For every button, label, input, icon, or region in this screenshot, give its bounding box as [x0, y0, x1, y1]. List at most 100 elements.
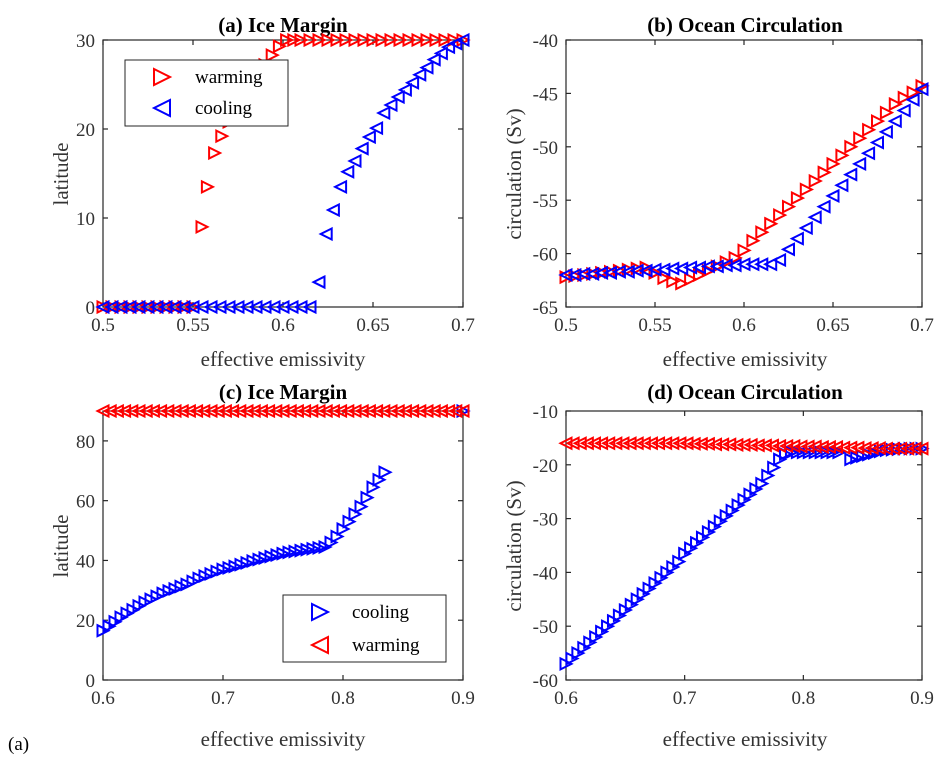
data-point	[657, 271, 672, 286]
data-point	[736, 437, 751, 453]
panel-a-legend-cooling: cooling	[195, 98, 252, 119]
data-point	[835, 440, 851, 455]
data-point	[411, 32, 426, 48]
data-point	[378, 465, 393, 480]
data-point	[821, 439, 836, 455]
data-point	[786, 438, 801, 454]
data-point	[643, 436, 658, 451]
data-point	[376, 105, 391, 121]
data-point	[799, 182, 815, 197]
legend-marker-cooling	[151, 98, 171, 118]
data-point	[728, 250, 743, 265]
data-point	[397, 403, 412, 419]
panel-a-ice-margin: (a) Ice Margin effective emissivity lati…	[49, 13, 475, 371]
data-point	[636, 436, 651, 451]
data-point	[412, 67, 427, 82]
data-point	[390, 89, 405, 105]
data-point	[773, 208, 788, 223]
x-tick-label: 0.7	[451, 315, 475, 336]
data-point	[420, 32, 435, 48]
data-point	[210, 403, 225, 419]
data-point	[778, 438, 794, 454]
data-point	[565, 436, 580, 451]
data-point	[572, 436, 587, 451]
data-point	[897, 90, 912, 105]
data-point	[828, 439, 844, 455]
panel-b-xlabel: effective emissivity	[663, 347, 828, 371]
panel-d-xlabel: effective emissivity	[663, 727, 828, 751]
data-point	[302, 299, 317, 315]
data-point	[124, 403, 139, 419]
data-point	[808, 173, 823, 189]
data-point	[915, 78, 930, 94]
panel-c-ice-margin: (c) Ice Margin effective emissivity lati…	[49, 380, 475, 751]
data-point	[138, 403, 153, 419]
data-point	[332, 179, 348, 194]
data-point	[360, 490, 375, 505]
data-point	[404, 75, 420, 90]
y-tick-label: -30	[533, 510, 558, 531]
data-point	[558, 436, 573, 451]
data-point	[782, 199, 797, 214]
data-point	[412, 403, 427, 419]
series-warming	[559, 78, 930, 291]
data-point	[102, 403, 117, 419]
data-point	[332, 403, 348, 419]
data-point	[762, 257, 778, 272]
data-point	[789, 231, 804, 246]
x-tick-label: 0.7	[673, 688, 697, 709]
panel-a-legend: warming cooling	[124, 59, 289, 127]
y-tick-label: 0	[86, 298, 96, 319]
data-point	[294, 32, 309, 48]
y-tick-label: 20	[76, 611, 95, 632]
panel-a-plot-area: 0.5 0.55 0.6 0.65 0.7 0 10 20 30	[76, 31, 475, 336]
data-point	[843, 167, 858, 182]
data-point	[746, 233, 761, 248]
data-point	[303, 32, 318, 48]
x-tick-label: 0.55	[638, 315, 671, 336]
series-warming	[95, 403, 470, 419]
data-point	[440, 40, 456, 55]
data-point	[232, 403, 247, 419]
panel-d-plot-area: 0.6 0.7 0.8 0.9 -60 -50 -40 -30 -20 -10	[533, 402, 934, 709]
data-point	[318, 403, 333, 419]
data-point	[304, 403, 319, 419]
x-tick-label: 0.8	[791, 688, 815, 709]
data-point	[896, 103, 911, 118]
x-tick-label: 0.9	[910, 688, 934, 709]
panel-d-axes-frame	[565, 410, 923, 681]
data-point	[764, 438, 779, 453]
data-point	[330, 32, 345, 48]
x-tick-label: 0.7	[211, 688, 235, 709]
data-point	[871, 441, 886, 456]
data-point	[630, 261, 645, 276]
data-point	[376, 403, 391, 419]
data-point	[272, 39, 288, 54]
y-tick-label: -40	[533, 31, 558, 52]
data-point	[208, 145, 223, 161]
y-tick-label: -10	[533, 402, 558, 423]
data-point	[340, 164, 355, 179]
data-point	[429, 32, 444, 48]
data-point	[321, 32, 336, 48]
data-point	[368, 120, 384, 136]
data-point	[600, 436, 616, 451]
y-tick-label: 30	[76, 31, 95, 52]
panel-d-title: (d) Ocean Circulation	[647, 380, 843, 404]
data-point	[743, 437, 758, 453]
x-tick-label: 0.9	[451, 688, 475, 709]
data-point	[888, 96, 904, 112]
panel-c-title: (c) Ice Margin	[219, 380, 348, 404]
data-point	[790, 190, 806, 206]
panel-b-ocean-circulation: (b) Ocean Circulation effective emissivi…	[502, 13, 934, 371]
data-point	[851, 156, 867, 172]
data-point	[593, 436, 609, 451]
y-tick-label: -60	[533, 245, 558, 266]
data-point	[869, 135, 884, 150]
panel-b-ylabel: circulation (Sv)	[502, 108, 526, 239]
data-point	[817, 165, 832, 180]
data-point	[586, 436, 601, 451]
y-tick-label: -65	[533, 298, 558, 319]
y-tick-label: 80	[76, 432, 95, 453]
